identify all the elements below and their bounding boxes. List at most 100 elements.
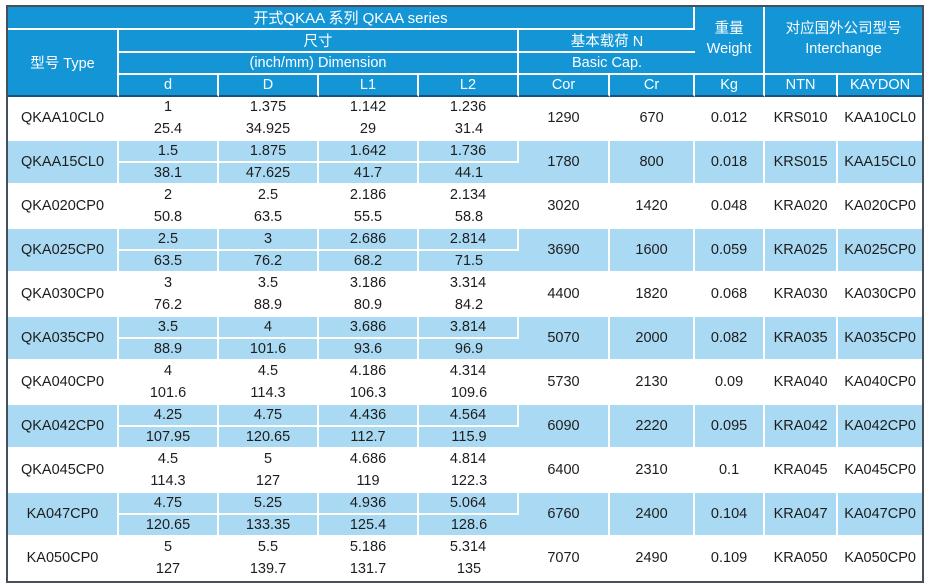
dim-d-mm-cell: 88.9 <box>119 339 219 361</box>
dim-L2-inch-cell: 5.314 <box>419 537 519 559</box>
dim-L2-inch-cell: 2.814 <box>419 229 519 251</box>
cr-cell: 2000 <box>610 317 696 361</box>
dim-d-inch-cell: 3 <box>119 273 219 295</box>
dim-d-mm-cell: 114.3 <box>119 471 219 493</box>
cr-cell: 670 <box>610 97 696 141</box>
table-row-mm: 114.3 127 119 122.3 <box>8 471 922 493</box>
cor-cell: 7070 <box>519 537 610 581</box>
cor-cell: 1290 <box>519 97 610 141</box>
kaydon-code-cell: KA045CP0 <box>838 449 923 493</box>
table-row-mm: 101.6 114.3 106.3 109.6 <box>8 383 922 405</box>
dim-D-mm-cell: 127 <box>219 471 319 493</box>
dim-D-mm-cell: 133.35 <box>219 515 319 537</box>
col-header-kaydon: KAYDON <box>838 75 923 97</box>
col-header-L2: L2 <box>419 75 519 97</box>
dim-L2-mm-cell: 115.9 <box>419 427 519 449</box>
ntn-code-cell: KRA050 <box>765 537 839 581</box>
dim-d-inch-cell: 4.75 <box>119 493 219 515</box>
dim-L1-mm-cell: 106.3 <box>319 383 419 405</box>
weight-kg-cell: 0.09 <box>695 361 766 405</box>
weight-kg-cell: 0.082 <box>695 317 766 361</box>
col-header-L1: L1 <box>319 75 419 97</box>
dim-D-mm-cell: 120.65 <box>219 427 319 449</box>
kaydon-code-cell: KA030CP0 <box>838 273 923 317</box>
dim-D-mm-cell: 63.5 <box>219 207 319 229</box>
dim-L2-mm-cell: 71.5 <box>419 251 519 273</box>
header-row-group-en: (inch/mm) Dimension Basic Cap. <box>8 53 922 75</box>
weight-header-cn: 重量 <box>714 21 744 38</box>
weight-header: 重量 Weight <box>695 7 766 75</box>
cr-cell: 2130 <box>610 361 696 405</box>
dim-D-inch-cell: 4.75 <box>219 405 319 427</box>
type-cell: QKA040CP0 <box>8 361 119 405</box>
weight-kg-cell: 0.048 <box>695 185 766 229</box>
dim-L2-mm-cell: 44.1 <box>419 163 519 185</box>
kaydon-code-cell: KAA15CL0 <box>838 141 923 185</box>
dim-L1-mm-cell: 93.6 <box>319 339 419 361</box>
weight-kg-cell: 0.1 <box>695 449 766 493</box>
dim-D-inch-cell: 5 <box>219 449 319 471</box>
kaydon-code-cell: KA020CP0 <box>838 185 923 229</box>
dim-L2-inch-cell: 5.064 <box>419 493 519 515</box>
dim-L1-inch-cell: 3.186 <box>319 273 419 295</box>
weight-kg-cell: 0.018 <box>695 141 766 185</box>
table-row-mm: 63.5 76.2 68.2 71.5 <box>8 251 922 273</box>
ntn-code-cell: KRA020 <box>765 185 839 229</box>
type-cell: KA050CP0 <box>8 537 119 581</box>
dim-L1-inch-cell: 3.686 <box>319 317 419 339</box>
type-cell: QKAA15CL0 <box>8 141 119 185</box>
dim-D-inch-cell: 2.5 <box>219 185 319 207</box>
cr-cell: 2400 <box>610 493 696 537</box>
table-row-inch: QKA035CP0 3.5 4 3.686 3.814 5070 2000 0.082 KRA0… <box>8 317 923 361</box>
dim-D-inch-cell: 1.875 <box>219 141 319 163</box>
dimension-header-en: (inch/mm) Dimension <box>119 53 519 75</box>
dim-L2-inch-cell: 4.564 <box>419 405 519 427</box>
dim-L2-mm-cell: 135 <box>419 559 519 581</box>
dim-L1-mm-cell: 41.7 <box>319 163 419 185</box>
col-header-ntn: NTN <box>765 75 839 97</box>
ntn-code-cell: KRA047 <box>765 493 839 537</box>
dim-L2-mm-cell: 84.2 <box>419 295 519 317</box>
ntn-code-cell: KRA035 <box>765 317 839 361</box>
dim-L2-mm-cell: 128.6 <box>419 515 519 537</box>
dim-d-inch-cell: 4.5 <box>119 449 219 471</box>
col-header-kg: Kg <box>695 75 766 97</box>
dim-d-inch-cell: 2 <box>119 185 219 207</box>
dim-D-mm-cell: 101.6 <box>219 339 319 361</box>
dim-d-mm-cell: 25.4 <box>119 119 219 141</box>
weight-kg-cell: 0.109 <box>695 537 766 581</box>
dim-d-mm-cell: 120.65 <box>119 515 219 537</box>
dim-d-mm-cell: 76.2 <box>119 295 219 317</box>
dim-L1-inch-cell: 1.142 <box>319 97 419 119</box>
ntn-code-cell: KRA042 <box>765 405 839 449</box>
table-row-mm: 88.9 101.6 93.6 96.9 <box>8 339 922 361</box>
table-row-mm: 107.95 120.65 112.7 115.9 <box>8 427 922 449</box>
cor-cell: 6090 <box>519 405 610 449</box>
ntn-code-cell: KRA045 <box>765 449 839 493</box>
header-row-title: 开式QKAA 系列 QKAA series 重量 Weight 对应国外公司型号… <box>8 7 923 75</box>
dim-L2-inch-cell: 4.314 <box>419 361 519 383</box>
cor-cell: 6400 <box>519 449 610 493</box>
dim-D-inch-cell: 4 <box>219 317 319 339</box>
weight-kg-cell: 0.068 <box>695 273 766 317</box>
table-body: QKAA10CL0 1 1.375 1.142 1.236 1290 670 0.012 KRS… <box>8 97 923 581</box>
dim-L1-inch-cell: 4.936 <box>319 493 419 515</box>
col-header-cor: Cor <box>519 75 610 97</box>
dim-D-inch-cell: 1.375 <box>219 97 319 119</box>
dim-L1-mm-cell: 68.2 <box>319 251 419 273</box>
table-row-inch: QKA045CP0 4.5 5 4.686 4.814 6400 2310 0.1 KRA045… <box>8 449 923 493</box>
bearing-spec-table: 开式QKAA 系列 QKAA series 重量 Weight 对应国外公司型号… <box>8 7 923 581</box>
cr-cell: 1420 <box>610 185 696 229</box>
kaydon-code-cell: KA035CP0 <box>838 317 923 361</box>
table-row-mm: 120.65 133.35 125.4 128.6 <box>8 515 922 537</box>
dim-D-inch-cell: 3.5 <box>219 273 319 295</box>
table-row-mm: 127 139.7 131.7 135 <box>8 559 922 581</box>
capacity-header-cn: 基本载荷 N <box>519 30 696 53</box>
dim-d-mm-cell: 101.6 <box>119 383 219 405</box>
cor-cell: 5070 <box>519 317 610 361</box>
cr-cell: 2220 <box>610 405 696 449</box>
dim-D-mm-cell: 88.9 <box>219 295 319 317</box>
table-row-inch: KA050CP0 5 5.5 5.186 5.314 7070 2490 0.109 KRA05… <box>8 537 923 581</box>
dim-L2-inch-cell: 2.134 <box>419 185 519 207</box>
kaydon-code-cell: KAA10CL0 <box>838 97 923 141</box>
